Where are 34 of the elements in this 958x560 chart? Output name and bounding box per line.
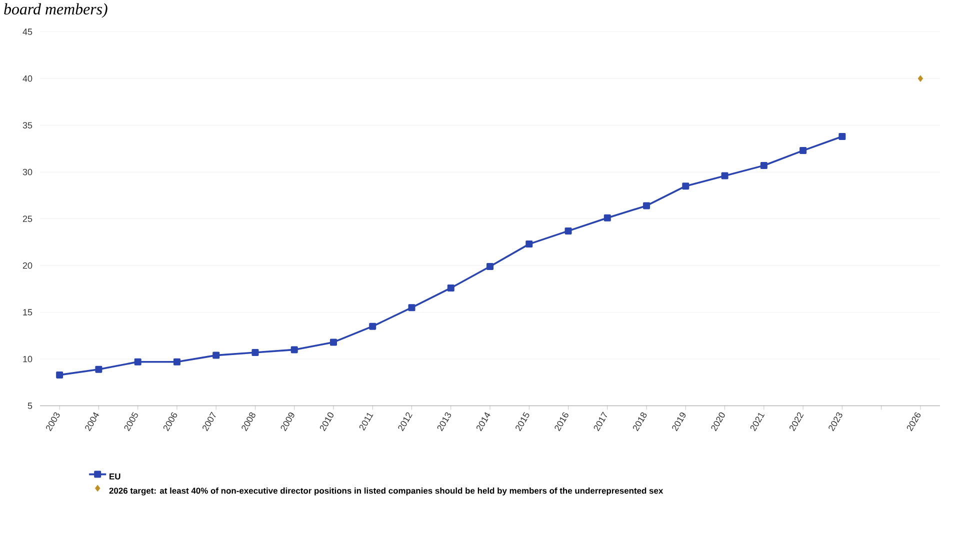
point [330,338,337,346]
point [408,304,416,312]
point [447,284,454,292]
y-tick-label: 40 [22,75,32,82]
point [604,214,611,222]
point [369,322,376,330]
chart-title: board members) [4,3,108,18]
legend-label: 2026 target: at least 40% of non-executive director positions in listed companies should be held by members of the underrepresented sex [109,488,664,496]
point [838,133,846,140]
point [721,172,728,180]
point [564,228,572,235]
point [252,349,259,356]
point [486,263,494,270]
y-tick-label: 5 [28,402,32,410]
point [643,202,650,210]
point [800,147,807,154]
y-tick-label: 30 [22,168,32,176]
y-tick-label: 45 [22,28,32,36]
point [134,358,142,366]
point [918,75,924,82]
legend-label: EU [110,474,120,480]
point [682,182,690,190]
y-tick-label: 20 [22,262,32,269]
y-tick-label: 25 [22,216,32,222]
y-tick-label: 35 [22,122,32,129]
y-tick-label: 10 [23,356,32,362]
y-tick-label: 15 [23,309,32,316]
point [212,352,220,359]
point [95,366,102,373]
point [56,372,64,379]
point [173,358,180,366]
point [290,346,298,354]
point [526,240,533,248]
point [760,162,768,170]
